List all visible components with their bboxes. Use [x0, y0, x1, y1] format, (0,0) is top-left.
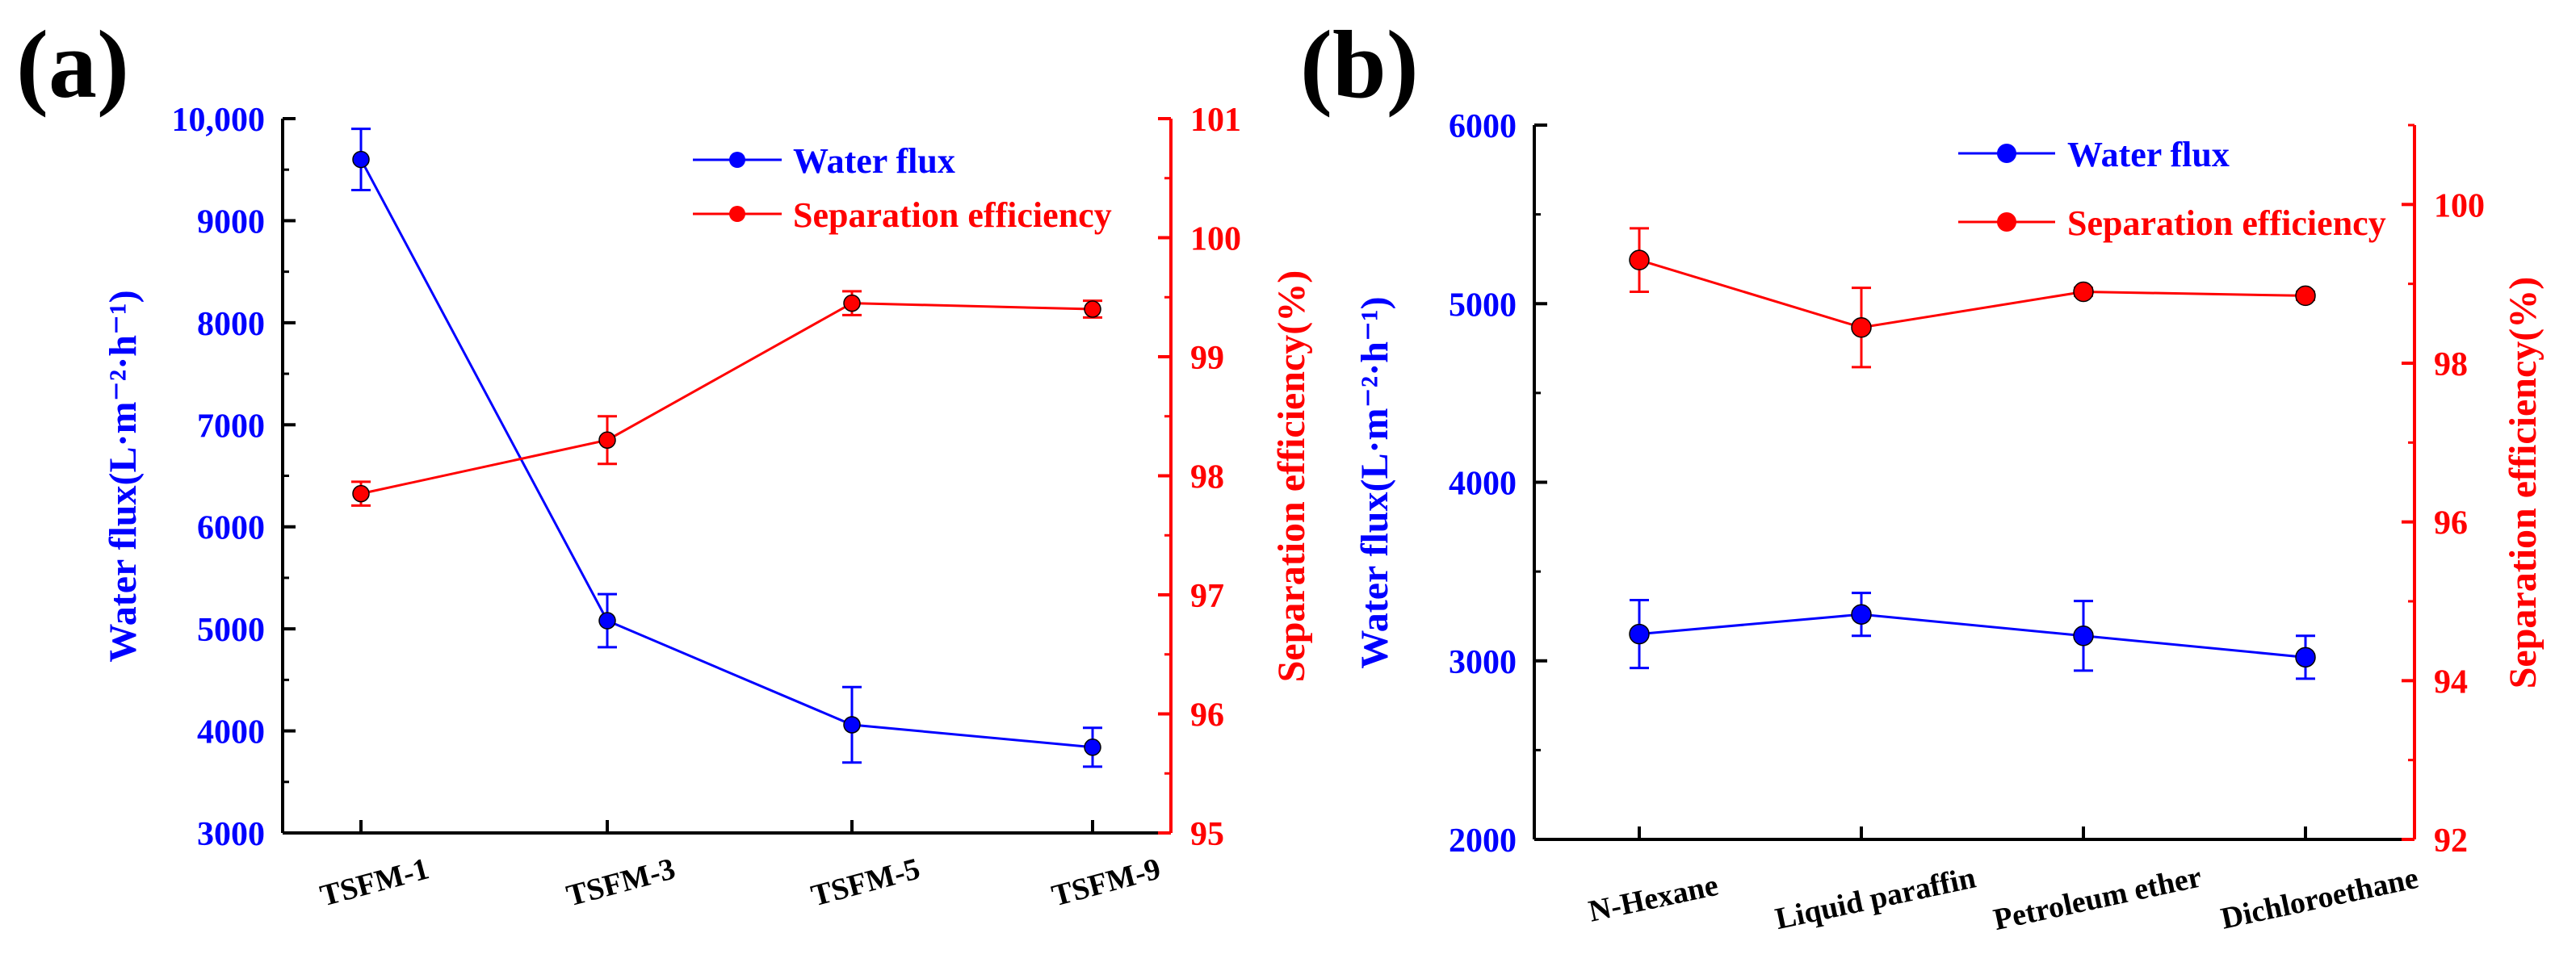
y-right-tick-label: 96	[2434, 505, 2468, 542]
data-point	[598, 431, 616, 449]
y-right-title: Separation efficiency(%)	[1270, 270, 1313, 683]
series-line	[359, 158, 1093, 749]
data-point	[1629, 249, 1650, 270]
data-point	[1084, 300, 1101, 318]
panel-label: (a)	[16, 10, 129, 118]
y-right-tick-label: 100	[2434, 187, 2485, 224]
x-tick-label: Petroleum ether	[1991, 860, 2205, 937]
data-point	[2073, 281, 2094, 303]
x-tick-label: TSFM-3	[563, 852, 678, 913]
series-line	[1638, 258, 2306, 329]
legend-label-flux: Water flux	[793, 141, 955, 181]
y-right-tick-label: 97	[1190, 578, 1224, 615]
y-left-tick-label: 3000	[197, 816, 265, 853]
data-point	[2073, 626, 2094, 647]
y-right-tick-label: 98	[1190, 459, 1224, 496]
data-point	[1629, 623, 1650, 645]
y-left-tick-label: 6000	[1449, 108, 1517, 145]
y-left-tick-label: 5000	[197, 612, 265, 649]
legend-item-flux: Water flux	[693, 141, 955, 181]
y-left-tick-label: 3000	[1449, 644, 1517, 681]
y-left-tick-label: 9000	[197, 203, 265, 241]
x-tick-label: TSFM-1	[317, 852, 432, 913]
data-point	[1084, 739, 1101, 756]
legend-label-flux: Water flux	[2067, 135, 2230, 174]
y-right-tick-label: 92	[2434, 822, 2468, 860]
y-right-tick-label: 101	[1190, 102, 1241, 139]
legend: Water flux Separation efficiency	[1958, 135, 2386, 243]
y-right-title: Separation efficiency(%)	[2502, 277, 2545, 689]
y-right-tick-label: 94	[2434, 663, 2468, 701]
panel-a: (a) Water flux(L·m⁻²·h⁻¹) Separation eff…	[16, 10, 1313, 913]
legend-label-efficiency: Separation efficiency	[793, 195, 1112, 235]
y-right-tick-label: 96	[1190, 697, 1224, 734]
data-point	[352, 150, 370, 169]
data-point	[352, 484, 370, 503]
series-line	[1638, 613, 2306, 659]
data-point	[2295, 285, 2316, 307]
y-left-tick-label: 5000	[1449, 287, 1517, 324]
y-right-tick-label: 99	[1190, 340, 1224, 377]
y-left-tick-label: 2000	[1449, 822, 1517, 860]
x-tick-label: Dichloroethane	[2218, 861, 2422, 936]
data-point	[598, 612, 616, 630]
legend-label-efficiency: Separation efficiency	[2067, 203, 2386, 243]
x-tick-label: N-Hexane	[1586, 868, 1722, 929]
panel-label: (b)	[1300, 10, 1419, 118]
data-point	[1851, 604, 1872, 625]
legend-item-efficiency: Separation efficiency	[1958, 203, 2386, 243]
data-point	[1851, 317, 1872, 338]
y-left-tick-label: 6000	[197, 510, 265, 547]
legend-item-efficiency: Separation efficiency	[693, 195, 1112, 235]
data-point	[843, 294, 861, 312]
y-right-tick-label: 95	[1190, 816, 1224, 853]
data-point	[2295, 647, 2316, 668]
legend-item-flux: Water flux	[1958, 135, 2230, 174]
y-right-tick-label: 98	[2434, 346, 2468, 383]
y-left-title: Water flux(L·m⁻²·h⁻¹)	[1353, 296, 1396, 668]
y-left-tick-label: 4000	[197, 714, 265, 751]
x-tick-label: TSFM-9	[1048, 852, 1164, 913]
panel-b: (b) Water flux(L·m⁻²·h⁻¹) Separation eff…	[1300, 10, 2545, 937]
y-left-tick-label: 4000	[1449, 466, 1517, 503]
y-left-tick-label: 7000	[197, 408, 265, 445]
y-left-tick-label: 10,000	[172, 102, 266, 139]
legend: Water flux Separation efficiency	[693, 141, 1112, 235]
y-left-tick-label: 8000	[197, 306, 265, 343]
y-left-title: Water flux(L·m⁻²·h⁻¹)	[102, 290, 145, 662]
x-tick-label: Liquid paraffin	[1773, 860, 1979, 936]
x-tick-label: TSFM-5	[808, 852, 923, 913]
series-line	[360, 302, 1093, 496]
data-point	[843, 716, 861, 734]
y-right-tick-label: 100	[1190, 221, 1241, 258]
